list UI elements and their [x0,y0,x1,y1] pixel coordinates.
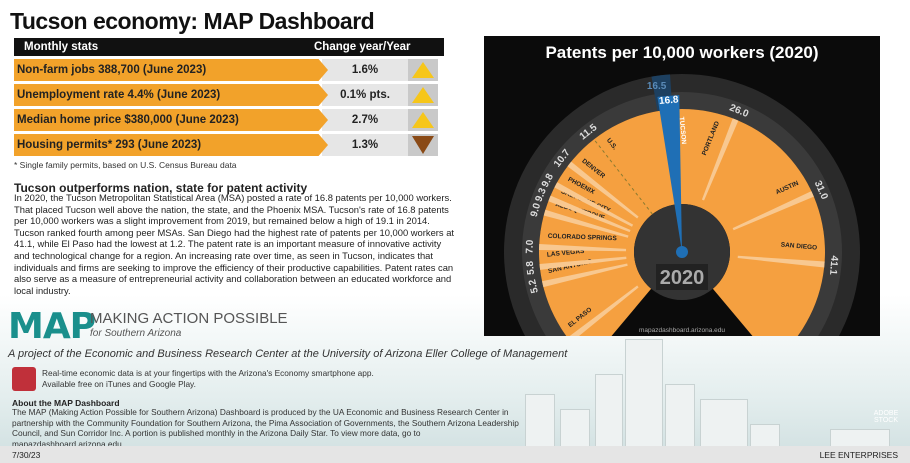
stock-credit: ADOBE STOCK [873,410,899,424]
bar-separator [567,285,639,343]
stat-row: Housing permits* 293 (June 2023) 1.3% [14,134,444,156]
bar-separator [732,191,814,231]
about-text: The MAP (Making Action Possible for Sout… [12,407,519,449]
stat-label: Unemployment rate 4.4% (June 2023) [14,84,328,106]
stat-label: Median home price $380,000 (June 2023) [14,109,328,131]
source-label: mapazdashboard.arizona.edu [639,327,725,334]
value-label: 41.1 [827,255,840,276]
header-change: Change year/Year [314,41,411,53]
value-label: 5.2 [527,278,541,294]
article-heading: Tucson outperforms nation, state for pat… [14,181,308,195]
chart-title: Patents per 10,000 workers (2020) [545,43,818,62]
trend-down-icon [408,134,438,156]
bar-separator [567,161,639,219]
city-label: SAN DIEGO [780,241,817,251]
footer-date: 7/30/23 [12,449,41,460]
us-line [593,139,653,215]
stat-change: 1.3% [322,134,408,156]
footer-publisher: LEE ENTERPRISES [819,449,898,460]
stat-row: Median home price $380,000 (June 2023) 2… [14,109,444,131]
article-body: In 2020, the Tucson Metropolitan Statist… [14,192,455,296]
bar-separator [542,263,628,288]
stat-label: Non-farm jobs 388,700 (June 2023) [14,59,328,81]
stat-change: 2.7% [322,109,408,131]
gauge-fill [539,108,825,362]
value-label: 9.0 [529,202,544,219]
project-credit: A project of the Economic and Business R… [8,348,568,360]
stat-label: Housing permits* 293 (June 2023) [14,134,328,156]
value-label: 5.8 [525,260,537,275]
header-stat: Monthly stats [24,41,99,53]
gauge-svg: Patents per 10,000 workers (2020)1.2EL P… [504,43,860,389]
trend-up-icon [408,59,438,81]
patents-gauge-chart: Patents per 10,000 workers (2020)1.2EL P… [484,36,880,389]
table-header: Monthly stats Change year/Year [14,38,444,56]
bar-separator [737,255,825,268]
app-icon[interactable] [12,367,36,391]
city-label: TUCSON [678,117,687,145]
trend-up-icon [408,109,438,131]
app-text-line-2: Available free on iTunes and Google Play… [42,379,196,389]
map-logo: MAP [8,306,96,347]
trend-up-icon [408,84,438,106]
about-heading: About the MAP Dashboard [12,398,120,408]
app-text: Real-time economic data is at your finge… [42,368,374,390]
stat-row: Unemployment rate 4.4% (June 2023) 0.1% … [14,84,444,106]
value-label: 9.3 [533,186,549,203]
logo-tagline: MAKING ACTION POSSIBLE [90,310,288,327]
footnote: * Single family permits, based on U.S. C… [14,160,237,170]
tucson-needle [657,95,682,252]
bar-separator [543,209,629,238]
bar-separator [539,244,627,252]
city-label: LAS VEGAS [547,248,586,259]
logo-subtag: for Southern Arizona [90,328,182,339]
bar-separator [539,256,627,270]
footer: 7/30/23 LEE ENTERPRISES [0,446,910,463]
bar-separator [554,182,634,227]
bar-separator [701,118,739,201]
prior-year-value: 16.5 [647,81,667,92]
stat-change: 0.1% pts. [322,84,408,106]
value-label: 7.0 [524,239,535,254]
app-text-line-1: Real-time economic data is at your finge… [42,368,374,378]
page-title: Tucson economy: MAP Dashboard [10,8,375,34]
year-box [656,264,708,290]
needle-pivot [676,246,688,258]
stat-change: 1.6% [322,59,408,81]
bar-separator [548,195,631,233]
monthly-stats-table: Monthly stats Change year/Year Non-farm … [14,38,444,156]
stat-row: Non-farm jobs 388,700 (June 2023) 1.6% [14,59,444,81]
year-label: 2020 [660,267,705,289]
city-label: COLORADO SPRINGS [548,233,618,242]
value-label: 16.8 [659,94,680,107]
